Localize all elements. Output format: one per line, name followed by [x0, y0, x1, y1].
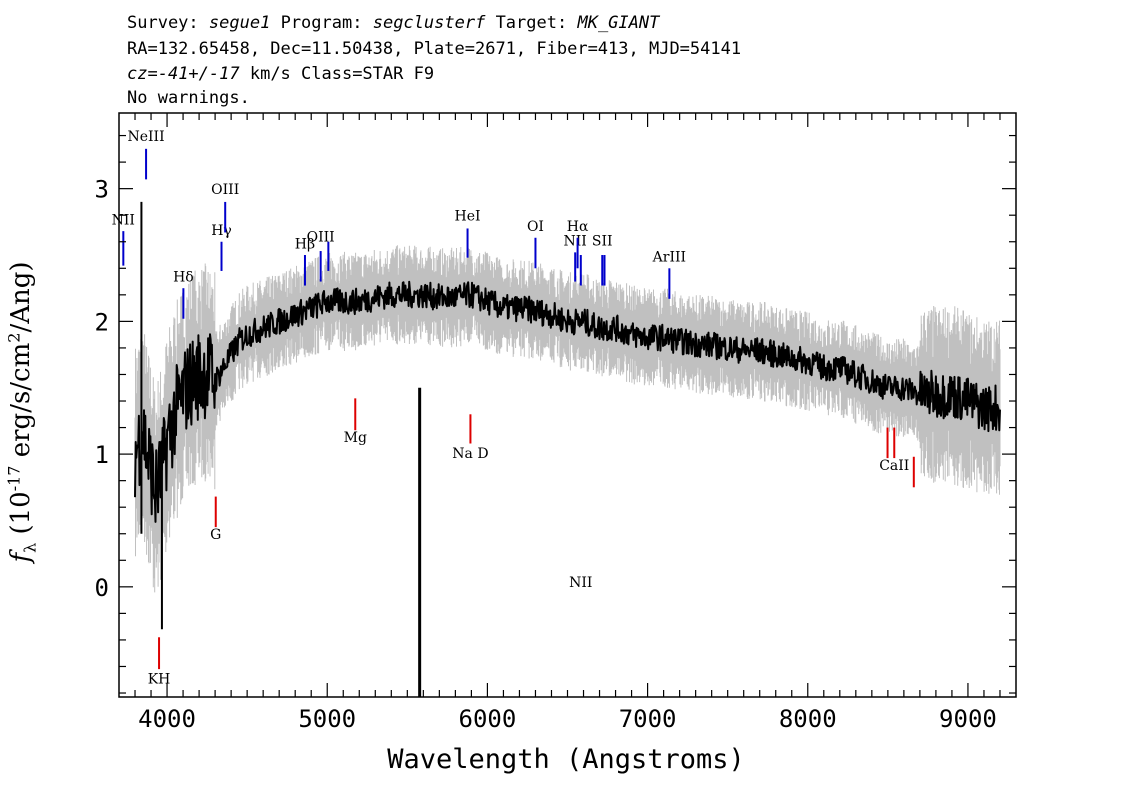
program-value: segclusterf [372, 13, 486, 33]
emission-line-label-15: ArIII [652, 250, 686, 266]
x-tick-label: 4000 [138, 705, 196, 733]
y-label-exp: -17 [4, 465, 24, 492]
y-tick-label: 0 [95, 574, 109, 602]
emission-line-label-1: NeIII [127, 129, 164, 145]
y-label-unit-c: /Ang) [6, 261, 37, 333]
y-label-unit-b: erg/s/cm [6, 342, 37, 466]
flux-spectrum [134, 280, 1001, 523]
error-spectrum [134, 245, 1001, 593]
emission-line-label-6: OIII [307, 230, 335, 246]
flux-spectrum-layer [134, 201, 1001, 697]
cz-label: cz= [127, 64, 158, 84]
emission-line-label-13: SII [592, 234, 613, 250]
absorption-line-label-2: Mg [344, 430, 367, 446]
emission-line-label-3: Hγ [211, 223, 232, 239]
emission-line-label-2: Hδ [173, 270, 194, 286]
x-tick-label: 8000 [779, 705, 837, 733]
emission-line-label-4: OIII [211, 182, 239, 198]
absorption-line-label-0: KH [148, 672, 171, 688]
x-tick-label: 7000 [619, 705, 677, 733]
y-label-unit-a: (10 [6, 491, 37, 543]
x-tick-label: 6000 [459, 705, 517, 733]
axes-layer: 4000 5000 6000 7000 8000 9000 0 1 2 3 [95, 112, 1017, 733]
spectral-lines-layer: NIINeIIIHδHγOIIIHβOIIIHeIOINIIHαNIISIIAr… [112, 129, 915, 688]
cz-value: -41+/-17 [157, 64, 240, 84]
x-tick-label: 9000 [939, 705, 997, 733]
y-axis-label: fλ (10-17 erg/s/cm2/Ang) [5, 261, 40, 562]
target-label: Target: [495, 13, 568, 33]
emission-line-label-0: NII [112, 212, 135, 228]
header-line-4: No warnings. [127, 88, 250, 108]
absorption-line-label-3: Na D [452, 446, 488, 462]
emission-line-label-5: Hβ [295, 236, 315, 252]
survey-value: segue1 [208, 13, 271, 33]
header-line-1: Survey: segue1 Program: segclusterf Targ… [127, 12, 659, 34]
y-label-exp2: 2 [4, 332, 24, 343]
y-tick-label: 3 [95, 176, 109, 204]
cz-unit-class: km/s Class=STAR F9 [239, 64, 435, 84]
emission-line-label-9: OI [527, 219, 544, 235]
emission-line-label-8: HeI [455, 209, 481, 225]
x-tick-label: 5000 [298, 705, 356, 733]
x-axis-label: Wavelength (Angstroms) [387, 744, 745, 775]
y-label-sub: λ [20, 542, 40, 553]
emission-line-label-10: NII [564, 234, 587, 250]
target-value: MK_GIANT [577, 13, 660, 33]
header-line-2: RA=132.65458, Dec=11.50438, Plate=2671, … [127, 39, 742, 59]
y-tick-label: 1 [95, 441, 109, 469]
absorption-line-label-1: G [210, 527, 221, 543]
program-label: Program: [280, 13, 363, 33]
emission-line-label-12: NII [569, 575, 592, 591]
y-label-f: f [6, 552, 37, 563]
y-tick-label: 2 [95, 308, 109, 336]
emission-line-label-11: Hα [567, 219, 589, 235]
header-line-3: cz=-41+/-17 km/s Class=STAR F9 [127, 63, 434, 85]
survey-label: Survey: [127, 13, 199, 33]
error-spectrum-layer [134, 245, 1001, 593]
absorption-line-label-4: CaII [879, 458, 909, 474]
